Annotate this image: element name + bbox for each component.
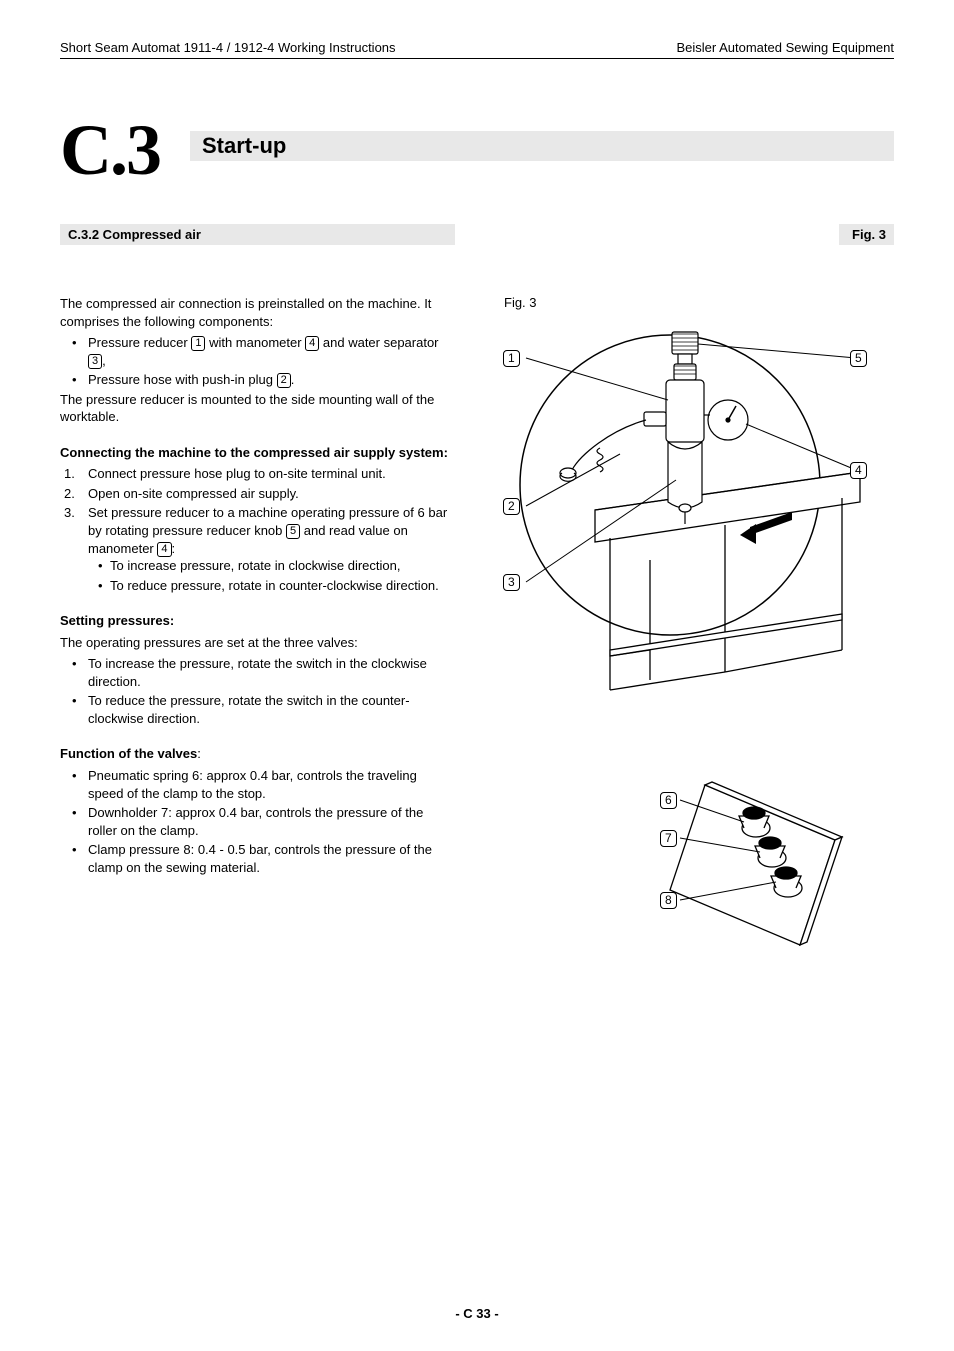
text-column: The compressed air connection is preinst… bbox=[60, 295, 455, 970]
sub-step: To increase pressure, rotate in clockwis… bbox=[88, 557, 455, 575]
setting-item: To increase the pressure, rotate the swi… bbox=[60, 655, 455, 690]
step-item: 3. Set pressure reducer to a machine ope… bbox=[60, 504, 455, 594]
ref-1: 1 bbox=[191, 336, 205, 351]
callout-4: 4 bbox=[850, 462, 867, 479]
components-list: Pressure reducer 1 with manometer 4 and … bbox=[60, 334, 455, 389]
function-item: Pneumatic spring 6: approx 0.4 bar, cont… bbox=[60, 767, 455, 802]
callout-6: 6 bbox=[660, 792, 677, 809]
figure-caption: Fig. 3 bbox=[504, 295, 894, 310]
figure-3-main: 1 2 3 4 5 bbox=[500, 320, 880, 740]
assembly-diagram-svg bbox=[500, 320, 880, 740]
content-columns: The compressed air connection is preinst… bbox=[60, 295, 894, 970]
connect-heading: Connecting the machine to the compressed… bbox=[60, 444, 455, 462]
header-left: Short Seam Automat 1911-4 / 1912-4 Worki… bbox=[60, 40, 396, 55]
callout-5: 5 bbox=[850, 350, 867, 367]
figure-column: Fig. 3 bbox=[500, 295, 894, 970]
callout-8: 8 bbox=[660, 892, 677, 909]
function-item: Downholder 7: approx 0.4 bar, controls t… bbox=[60, 804, 455, 839]
chapter-number: C.3 bbox=[60, 114, 190, 186]
ref-5: 5 bbox=[286, 524, 300, 539]
sub-steps: To increase pressure, rotate in clockwis… bbox=[88, 557, 455, 594]
header-right: Beisler Automated Sewing Equipment bbox=[676, 40, 894, 55]
intro-paragraph-2: The pressure reducer is mounted to the s… bbox=[60, 391, 455, 426]
chapter-heading: C.3 Start-up bbox=[60, 114, 894, 186]
ref-3: 3 bbox=[88, 354, 102, 369]
callout-3: 3 bbox=[503, 574, 520, 591]
page-footer: - C 33 - bbox=[0, 1306, 954, 1321]
callout-2: 2 bbox=[503, 498, 520, 515]
function-list: Pneumatic spring 6: approx 0.4 bar, cont… bbox=[60, 767, 455, 876]
setting-heading: Setting pressures: bbox=[60, 612, 455, 630]
ref-4b: 4 bbox=[157, 542, 171, 557]
function-item: Clamp pressure 8: 0.4 - 0.5 bar, control… bbox=[60, 841, 455, 876]
setting-intro: The operating pressures are set at the t… bbox=[60, 634, 455, 652]
subsection-label: C.3.2 Compressed air bbox=[60, 224, 455, 245]
component-item: Pressure reducer 1 with manometer 4 and … bbox=[60, 334, 455, 369]
page-header: Short Seam Automat 1911-4 / 1912-4 Worki… bbox=[60, 40, 894, 59]
figure-3-valves: 6 7 8 bbox=[500, 760, 880, 970]
setting-list: To increase the pressure, rotate the swi… bbox=[60, 655, 455, 727]
ref-4: 4 bbox=[305, 336, 319, 351]
ref-2: 2 bbox=[277, 373, 291, 388]
step-item: 2.Open on-site compressed air supply. bbox=[60, 485, 455, 503]
function-heading: Function of the valves: bbox=[60, 745, 455, 763]
callout-1: 1 bbox=[503, 350, 520, 367]
sub-step: To reduce pressure, rotate in counter-cl… bbox=[88, 577, 455, 595]
callout-7: 7 bbox=[660, 830, 677, 847]
component-item: Pressure hose with push-in plug 2. bbox=[60, 371, 455, 389]
step-item: 1.Connect pressure hose plug to on-site … bbox=[60, 465, 455, 483]
intro-paragraph: The compressed air connection is preinst… bbox=[60, 295, 455, 330]
subsection-fig-label: Fig. 3 bbox=[839, 224, 894, 245]
chapter-title: Start-up bbox=[190, 131, 894, 161]
setting-item: To reduce the pressure, rotate the switc… bbox=[60, 692, 455, 727]
subsection-row: C.3.2 Compressed air Fig. 3 bbox=[60, 224, 894, 245]
connect-steps: 1.Connect pressure hose plug to on-site … bbox=[60, 465, 455, 594]
valve-diagram-svg bbox=[500, 760, 880, 970]
